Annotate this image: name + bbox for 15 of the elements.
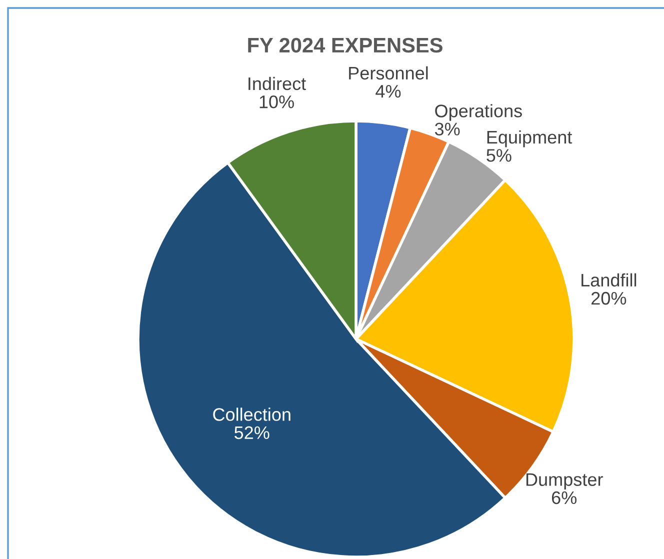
data-label: 6%: [552, 491, 577, 504]
slice-label: Dumpster: [526, 473, 603, 490]
data-label: 4%: [376, 85, 401, 98]
slice-label: Personnel: [349, 66, 428, 80]
data-label: 20%: [592, 292, 626, 305]
slice-label: Indirect: [248, 76, 306, 90]
data-label: 52%: [234, 426, 270, 440]
slice-label: Landfill: [582, 273, 636, 287]
slice-label: Collection: [213, 408, 290, 421]
data-label: 5%: [486, 149, 512, 162]
slice-label: Equipment: [487, 130, 572, 148]
slice-label: Operations: [435, 104, 522, 121]
data-label: 10%: [260, 95, 294, 108]
data-label: 3%: [434, 122, 460, 136]
chart-title: FY 2024 EXPENSES: [248, 38, 442, 53]
